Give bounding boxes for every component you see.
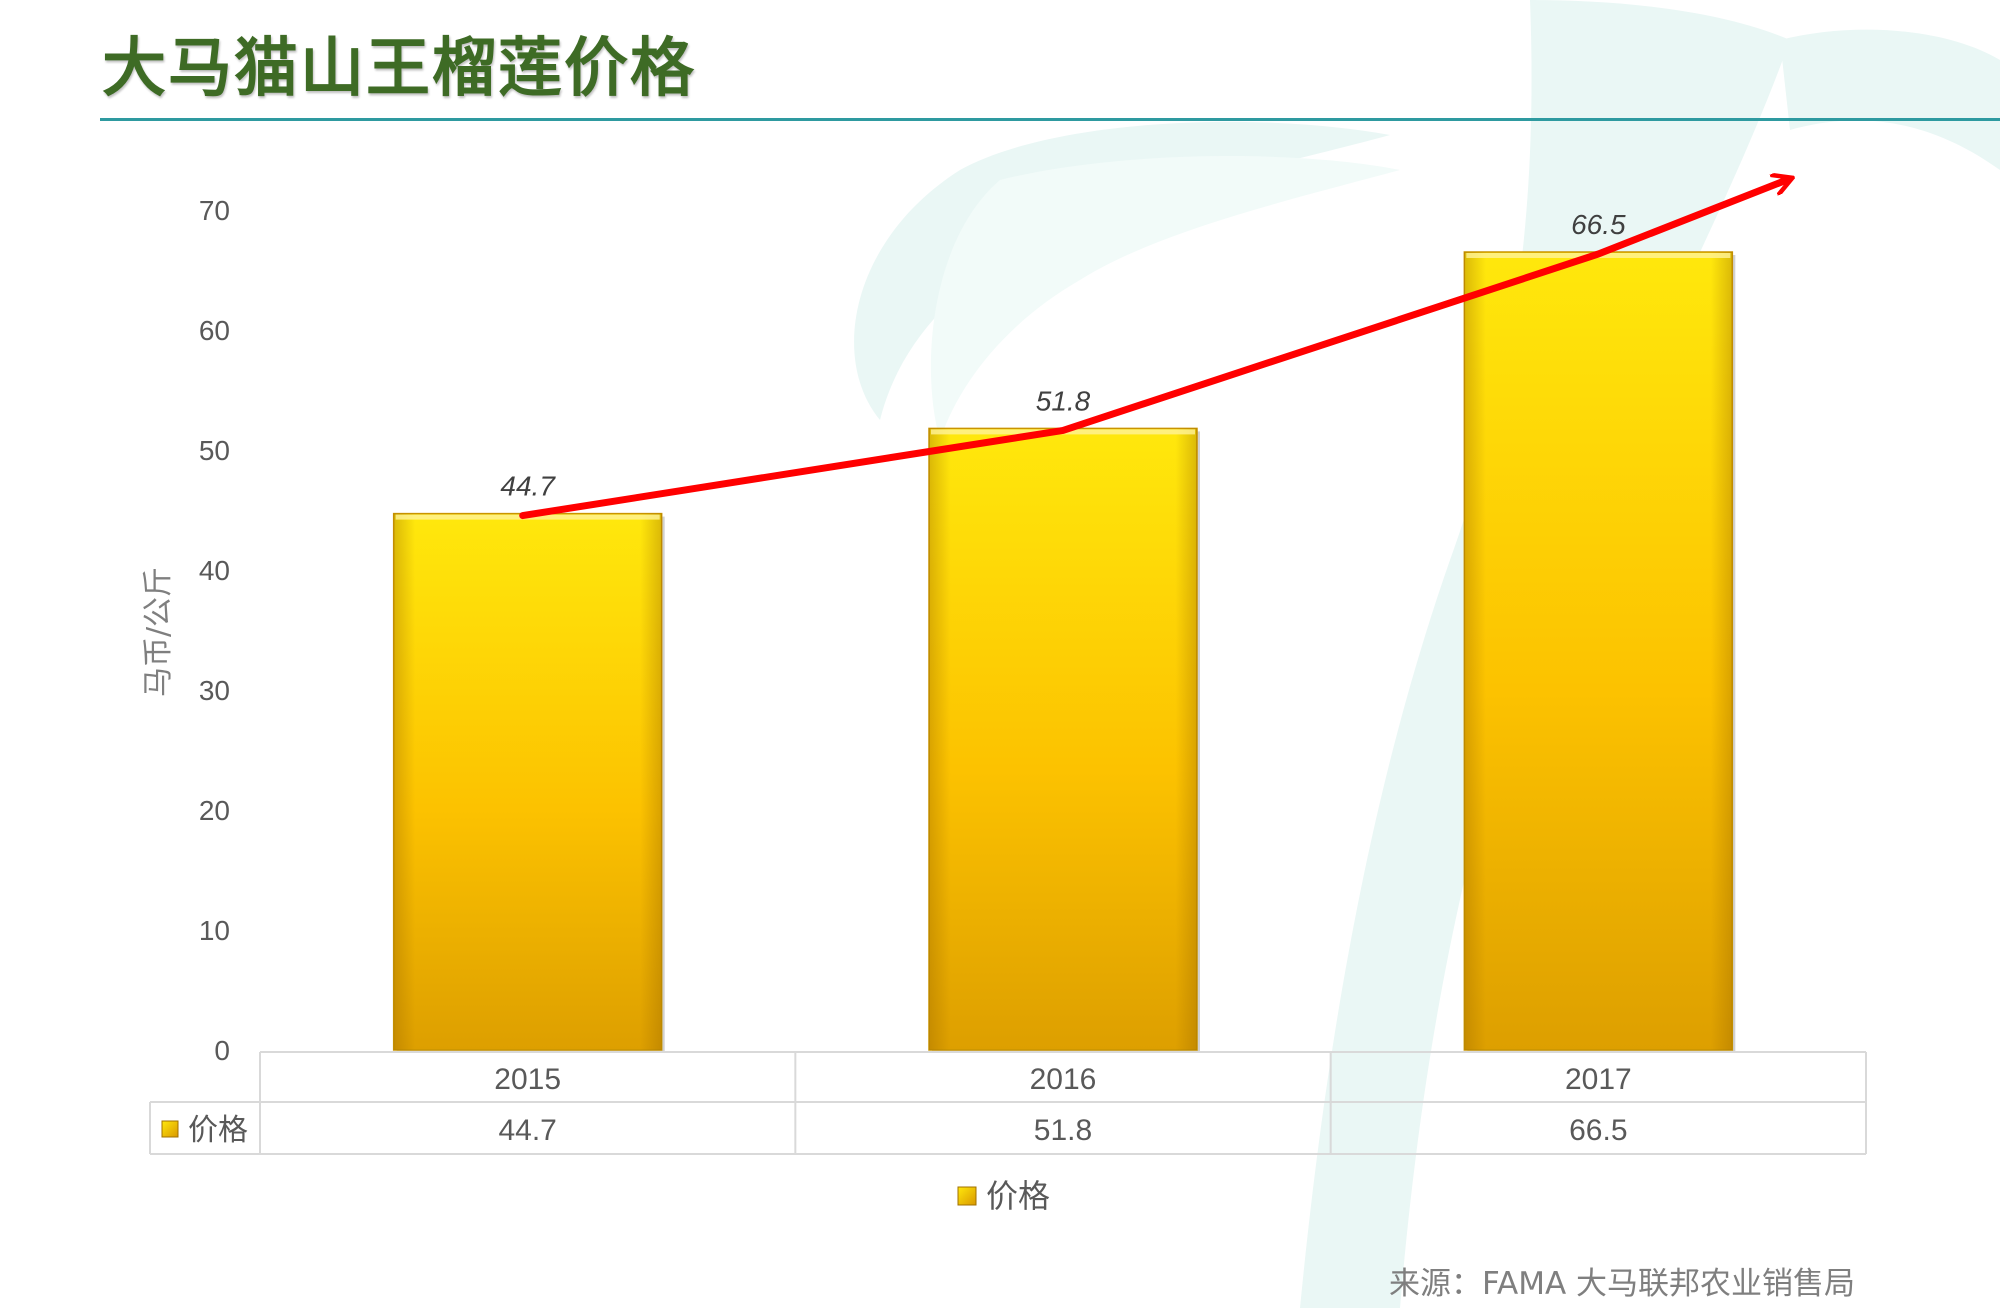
- y-tick-label: 70: [199, 195, 230, 226]
- bar-bevel: [929, 428, 1197, 1050]
- legend-label: 价格: [986, 1177, 1050, 1215]
- table-series-name: 价格: [188, 1114, 248, 1147]
- y-tick-label: 60: [199, 315, 230, 346]
- data-label: 44.7: [500, 471, 556, 502]
- bar-bevel: [1464, 252, 1733, 1050]
- legend: 价格: [957, 1177, 1050, 1215]
- table-cell: 44.7: [498, 1114, 556, 1147]
- y-tick-label: 10: [199, 915, 230, 946]
- table-cell: 66.5: [1569, 1114, 1627, 1147]
- data-label: 51.8: [1036, 385, 1091, 416]
- trend-arrow: [519, 179, 1789, 520]
- x-category-label: 2015: [494, 1063, 561, 1096]
- data-labels: 44.7 51.8 66.5: [500, 209, 1626, 502]
- title-divider: [100, 118, 2000, 121]
- bar: [1463, 251, 1736, 1053]
- x-category-label: 2016: [1030, 1063, 1097, 1096]
- y-axis-ticks: 0 10 20 30 40 50 60 70: [199, 195, 230, 1066]
- source-note: 来源：FAMA 大马联邦农业销售局: [1389, 1266, 1855, 1302]
- legend-swatch: [957, 1186, 977, 1206]
- y-axis-label: 马币/公斤: [141, 567, 176, 697]
- table-cell: 51.8: [1034, 1114, 1092, 1147]
- table-series-swatch: [161, 1120, 179, 1138]
- bars: [392, 251, 1736, 1053]
- x-category-label: 2017: [1565, 1063, 1632, 1096]
- y-tick-label: 0: [214, 1035, 230, 1066]
- data-label: 66.5: [1571, 209, 1626, 240]
- y-tick-label: 30: [199, 675, 230, 706]
- y-tick-label: 20: [199, 795, 230, 826]
- slide-title: 大马猫山王榴莲价格: [102, 31, 696, 106]
- bar: [928, 427, 1200, 1053]
- y-tick-label: 40: [199, 555, 230, 586]
- data-table: 2015 44.7 2016 51.8 2017 66.5 价格: [149, 1051, 1867, 1155]
- bar-bevel: [393, 513, 662, 1050]
- bar: [392, 512, 665, 1053]
- y-tick-label: 50: [199, 435, 230, 466]
